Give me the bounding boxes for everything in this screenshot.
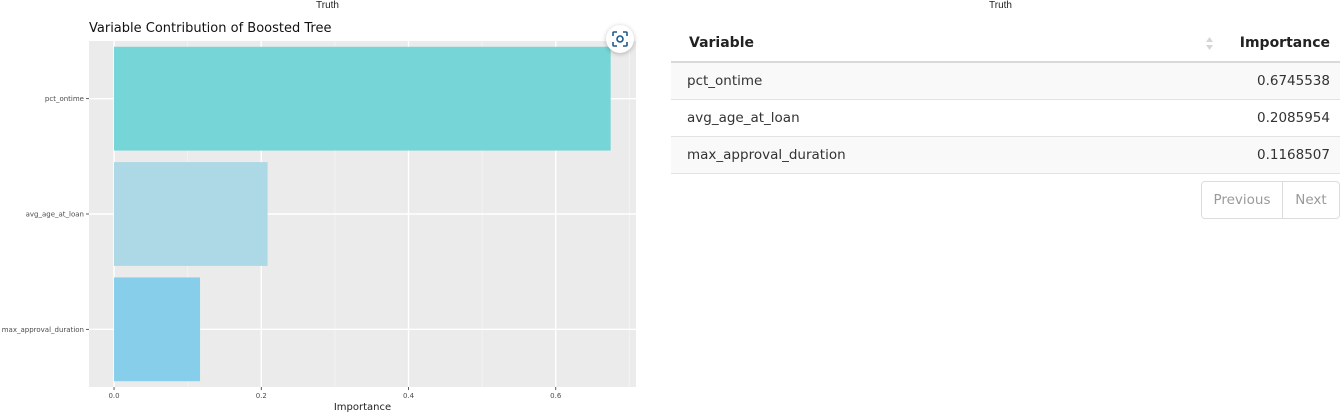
table-row: max_approval_duration 0.1168507 xyxy=(671,136,1340,174)
bar-max_approval_duration xyxy=(114,277,201,382)
cell-variable: avg_age_at_loan xyxy=(671,99,1220,137)
screenshot-button[interactable] xyxy=(606,25,634,53)
sort-arrows-icon[interactable] xyxy=(1205,36,1214,51)
cell-importance: 0.1168507 xyxy=(1220,136,1340,174)
cell-importance: 0.2085954 xyxy=(1220,99,1340,137)
table-row: avg_age_at_loan 0.2085954 xyxy=(671,99,1340,137)
y-tick-label: avg_age_at_loan xyxy=(26,211,84,219)
column-header-importance[interactable]: Importance xyxy=(1220,25,1340,63)
table-header-row: Variable Importance xyxy=(671,25,1340,63)
x-tick-label: 0.2 xyxy=(256,392,267,400)
pagination: Previous Next xyxy=(1201,181,1340,219)
bar-pct_ontime xyxy=(114,46,611,151)
bar-avg_age_at_loan xyxy=(114,162,268,266)
x-tick-label: 0.4 xyxy=(403,392,415,400)
x-axis-title: Importance xyxy=(334,402,391,413)
bars xyxy=(114,46,611,382)
cell-importance: 0.6745538 xyxy=(1220,62,1340,100)
importance-table: Variable Importance pct_ontime 0.6745538… xyxy=(671,25,1340,174)
column-header-label: Importance xyxy=(1239,35,1330,51)
x-tick-label: 0.6 xyxy=(550,392,562,400)
next-page-button[interactable]: Next xyxy=(1283,182,1339,218)
right-panel-title: Truth xyxy=(989,0,1012,11)
axes: 0.0 0.2 0.4 0.6 pct_ontime avg_age_at_loanmax… xyxy=(2,95,562,400)
x-tick-label: 0.0 xyxy=(108,392,119,400)
camera-capture-icon xyxy=(612,31,628,47)
left-panel-title: Truth xyxy=(316,0,339,11)
cell-variable: pct_ontime xyxy=(671,62,1220,100)
table-row: pct_ontime 0.6745538 xyxy=(671,62,1340,100)
y-tick-label: max_approval_duration xyxy=(2,326,84,334)
previous-page-button[interactable]: Previous xyxy=(1202,182,1283,218)
importance-chart: 0.0 0.2 0.4 0.6 pct_ontime avg_age_at_loanmax… xyxy=(2,41,636,413)
column-header-label: Variable xyxy=(689,35,754,51)
cell-variable: max_approval_duration xyxy=(671,136,1220,174)
column-header-variable[interactable]: Variable xyxy=(671,25,1220,63)
y-tick-label: pct_ontime xyxy=(45,95,84,103)
chart-title: Variable Contribution of Boosted Tree xyxy=(89,21,332,36)
